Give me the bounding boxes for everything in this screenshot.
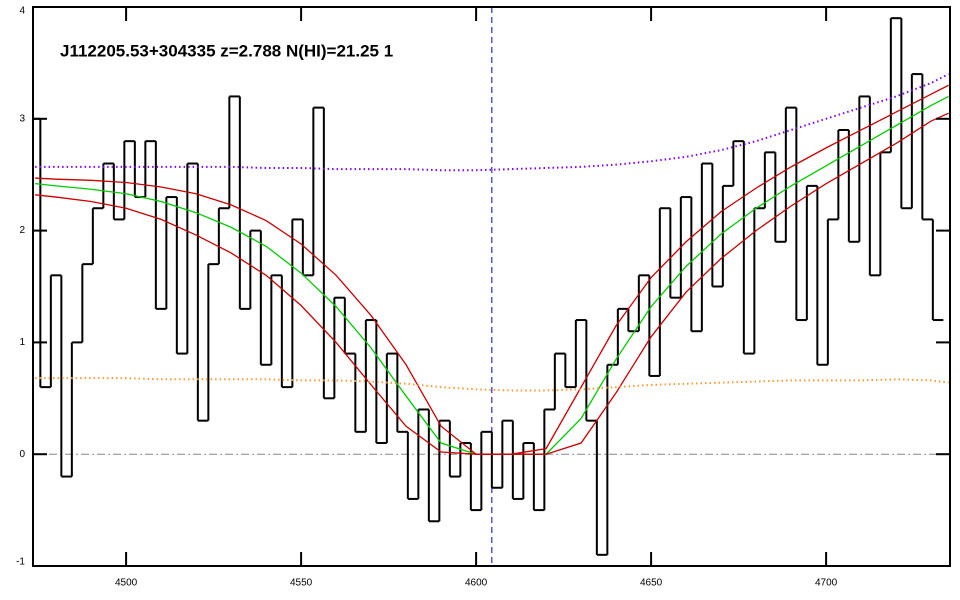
y-tick-label: 1 (19, 337, 25, 348)
y-tick-label: 2 (19, 225, 25, 236)
x-tick-label: 4550 (290, 578, 313, 589)
series-line (35, 112, 949, 455)
plot-area (33, 7, 950, 566)
x-tick-label: 4650 (640, 578, 663, 589)
series-line (35, 377, 949, 392)
y-tick-label: -1 (16, 557, 25, 568)
x-tick-label: 4600 (465, 578, 488, 589)
frame (32, 6, 951, 567)
y-tick-label: 0 (19, 449, 25, 460)
x-tick-label: 4500 (115, 578, 138, 589)
y-tick-label: 3 (19, 113, 25, 124)
y-tick-label: 4 (19, 6, 25, 17)
flux-step-connector (39, 18, 934, 555)
chart-title: J112205.53+304335 z=2.788 N(HI)=21.25 1 (60, 41, 393, 60)
x-tick-label: 4700 (815, 578, 838, 589)
